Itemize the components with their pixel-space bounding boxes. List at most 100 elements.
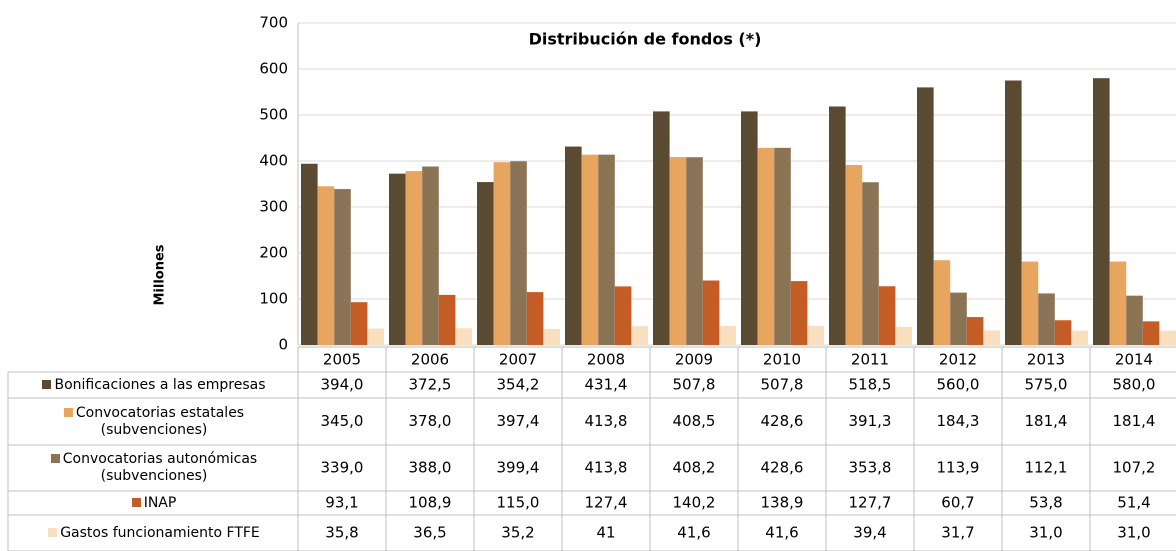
bar bbox=[565, 146, 582, 345]
table-cell: 35,2 bbox=[501, 524, 534, 542]
x-tick-label: 2010 bbox=[763, 351, 801, 369]
x-tick-label: 2009 bbox=[675, 351, 713, 369]
bar bbox=[1159, 330, 1176, 345]
bar bbox=[807, 325, 824, 345]
bar bbox=[1093, 78, 1110, 345]
legend-label: INAP bbox=[143, 494, 177, 511]
table-cell: 428,6 bbox=[761, 412, 804, 430]
bar bbox=[1021, 261, 1039, 345]
bar bbox=[757, 147, 775, 345]
table-cell: 115,0 bbox=[497, 494, 540, 512]
bar bbox=[493, 162, 511, 345]
table-cell: 388,0 bbox=[409, 459, 452, 477]
bar bbox=[598, 154, 615, 345]
bar bbox=[614, 286, 632, 345]
bar bbox=[581, 154, 599, 345]
table-cell: 378,0 bbox=[409, 412, 452, 430]
table-cell: 112,1 bbox=[1025, 459, 1068, 477]
bar bbox=[950, 292, 967, 345]
x-tick-label: 2013 bbox=[1027, 351, 1065, 369]
bar bbox=[895, 326, 912, 345]
table-cell: 428,6 bbox=[761, 459, 804, 477]
table-cell: 127,7 bbox=[849, 494, 892, 512]
table-cell: 113,9 bbox=[937, 459, 980, 477]
table-cell: 408,5 bbox=[673, 412, 716, 430]
legend-entry: INAP bbox=[12, 491, 296, 515]
legend-key bbox=[48, 527, 58, 537]
x-tick-label: 2005 bbox=[323, 351, 361, 369]
table-cell: 60,7 bbox=[941, 494, 974, 512]
y-tick-label: 400 bbox=[259, 152, 288, 170]
table-cell: 507,8 bbox=[673, 376, 716, 394]
table-cell: 35,8 bbox=[325, 524, 358, 542]
bar bbox=[422, 166, 439, 345]
table-cell: 394,0 bbox=[321, 376, 364, 394]
bar bbox=[526, 292, 544, 345]
table-cell: 345,0 bbox=[321, 412, 364, 430]
bar bbox=[829, 106, 846, 346]
table-cell: 41 bbox=[596, 524, 615, 542]
y-tick-label: 700 bbox=[259, 14, 288, 32]
table-cell: 181,4 bbox=[1113, 412, 1156, 430]
table-cell: 31,0 bbox=[1029, 524, 1062, 542]
bar bbox=[1071, 330, 1088, 345]
legend-key bbox=[63, 407, 73, 417]
bar bbox=[317, 186, 335, 345]
bar bbox=[741, 111, 758, 345]
table-cell: 575,0 bbox=[1025, 376, 1068, 394]
y-tick-label: 300 bbox=[259, 198, 288, 216]
table-cell: 560,0 bbox=[937, 376, 980, 394]
y-tick-label: 0 bbox=[278, 336, 288, 354]
table-cell: 354,2 bbox=[497, 376, 540, 394]
bar bbox=[455, 328, 472, 345]
bar bbox=[790, 281, 808, 345]
bar bbox=[966, 317, 984, 345]
y-axis-label: Millones bbox=[153, 244, 168, 305]
table-cell: 372,5 bbox=[409, 376, 452, 394]
legend-label: Bonificaciones a las empresas bbox=[54, 376, 266, 393]
x-tick-label: 2011 bbox=[851, 351, 889, 369]
bar bbox=[1142, 321, 1160, 345]
legend-entry: Convocatorias autonómicas (subvenciones) bbox=[12, 445, 296, 491]
table-cell: 399,4 bbox=[497, 459, 540, 477]
table-cell: 140,2 bbox=[673, 494, 716, 512]
bar bbox=[1109, 261, 1127, 345]
table-cell: 31,0 bbox=[1117, 524, 1150, 542]
bar bbox=[1054, 320, 1072, 345]
table-cell: 108,9 bbox=[409, 494, 452, 512]
bar bbox=[334, 189, 351, 345]
bar bbox=[933, 260, 951, 345]
legend-label: Gastos funcionamiento FTFE bbox=[60, 524, 260, 541]
bar bbox=[301, 163, 318, 345]
table-cell: 41,6 bbox=[677, 524, 710, 542]
bar bbox=[917, 87, 934, 346]
table-cell: 397,4 bbox=[497, 412, 540, 430]
table-cell: 107,2 bbox=[1113, 459, 1156, 477]
bar bbox=[477, 182, 494, 345]
table-cell: 36,5 bbox=[413, 524, 446, 542]
bar bbox=[669, 157, 687, 345]
table-cell: 184,3 bbox=[937, 412, 980, 430]
bar bbox=[510, 161, 527, 345]
bar bbox=[631, 326, 648, 345]
table-cell: 408,2 bbox=[673, 459, 716, 477]
table-cell: 413,8 bbox=[585, 412, 628, 430]
legend-entry: Bonificaciones a las empresas bbox=[12, 372, 296, 398]
bar bbox=[653, 111, 670, 345]
table-cell: 391,3 bbox=[849, 412, 892, 430]
table-cell: 181,4 bbox=[1025, 412, 1068, 430]
table-cell: 39,4 bbox=[853, 524, 886, 542]
legend-entry: Gastos funcionamiento FTFE bbox=[12, 515, 296, 551]
legend-key bbox=[131, 497, 141, 507]
bar bbox=[1126, 295, 1143, 345]
y-tick-label: 200 bbox=[259, 244, 288, 262]
legend-key bbox=[42, 379, 52, 389]
bar bbox=[702, 280, 720, 345]
table-cell: 41,6 bbox=[765, 524, 798, 542]
legend-key bbox=[50, 454, 60, 463]
table-cell: 31,7 bbox=[941, 524, 974, 542]
y-tick-label: 500 bbox=[259, 106, 288, 124]
bar bbox=[878, 286, 896, 345]
